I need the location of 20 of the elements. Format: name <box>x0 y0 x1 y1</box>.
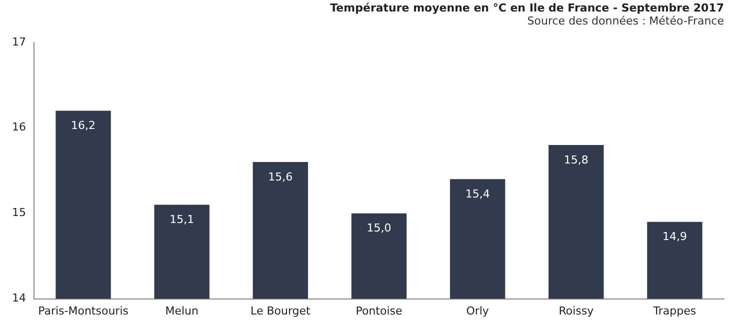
data-label: 15,4 <box>465 188 490 201</box>
data-label: 15,8 <box>564 153 588 166</box>
data-label: 15,0 <box>366 222 392 235</box>
data-label: 15,1 <box>170 213 194 226</box>
y-tick-label: 15 <box>12 206 26 220</box>
data-label: 16,2 <box>71 119 96 132</box>
data-label: 15,6 <box>268 170 293 184</box>
x-tick-label: Roissy <box>558 304 594 318</box>
y-tick-label: 14 <box>12 292 26 305</box>
x-tick-label: Orly <box>466 304 490 318</box>
data-label: 14,9 <box>662 230 687 244</box>
x-tick-label: Le Bourget <box>250 304 312 318</box>
chart-subtitle: Source des données : Météo-France <box>527 14 724 28</box>
y-tick-label: 16 <box>12 120 26 134</box>
y-tick-label: 17 <box>12 35 26 48</box>
x-tick-label: Pontoise <box>356 304 402 318</box>
x-tick-label: Trappes <box>652 304 696 318</box>
x-tick-label: Melun <box>165 304 199 318</box>
x-tick-label: Paris-Montsouris <box>38 304 129 318</box>
chart-title: Température moyenne en °C en Ile de France - Septembre 2017 <box>330 1 724 14</box>
